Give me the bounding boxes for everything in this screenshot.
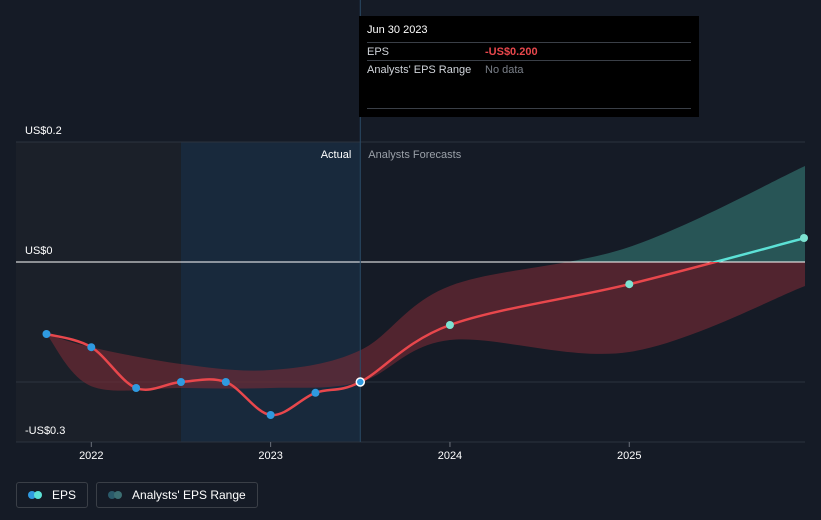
eps-point: [625, 280, 634, 289]
actual-highlight-region: [180, 142, 361, 442]
y-tick-label: -US$0.3: [25, 425, 65, 437]
legend-eps-label: EPS: [52, 488, 77, 502]
eps-point: [266, 411, 275, 419]
eps-point: [311, 388, 320, 397]
tooltip-range-label: Analysts' EPS Range: [367, 63, 472, 76]
tooltip-date: Jun 30 2023: [367, 24, 691, 43]
y-tick-label: US$0: [25, 245, 53, 257]
legend: EPS Analysts' EPS Range: [16, 482, 258, 508]
y-tick-label: US$0.2: [25, 125, 62, 137]
eps-point: [42, 330, 51, 338]
eps-point: [176, 378, 185, 386]
legend-analysts-range[interactable]: Analysts' EPS Range: [96, 482, 258, 508]
tooltip: Jun 30 2023 EPS -US$0.200 Analysts' EPS …: [359, 16, 699, 117]
tooltip-range-row: Analysts' EPS Range No data: [367, 61, 691, 78]
analysts-range-band-negative: [46, 262, 805, 391]
x-tick-label: 2022: [79, 450, 103, 462]
eps-point: [132, 384, 141, 392]
x-tick-label: 2023: [258, 450, 282, 462]
legend-range-label: Analysts' EPS Range: [132, 488, 246, 502]
tooltip-range-value: No data: [485, 63, 524, 76]
eps-point: [221, 378, 230, 386]
range-legend-icon: [108, 491, 124, 499]
eps-point: [800, 234, 808, 242]
tooltip-eps-label: EPS: [367, 45, 390, 58]
forecast-label: Analysts Forecasts: [368, 149, 461, 161]
x-tick-label: 2025: [617, 450, 641, 462]
x-tick-label: 2024: [438, 450, 462, 462]
eps-legend-icon: [28, 491, 44, 499]
actual-label: Actual: [321, 149, 352, 161]
eps-point: [87, 343, 96, 352]
eps-point: [445, 321, 454, 329]
tooltip-eps-row: EPS -US$0.200: [367, 43, 691, 61]
tooltip-eps-value: -US$0.200: [485, 45, 538, 58]
eps-point: [355, 377, 366, 387]
tooltip-divider: [367, 108, 691, 109]
legend-eps[interactable]: EPS: [16, 482, 89, 508]
analysts-range-band-positive: [567, 166, 805, 262]
past-region: [16, 142, 181, 442]
